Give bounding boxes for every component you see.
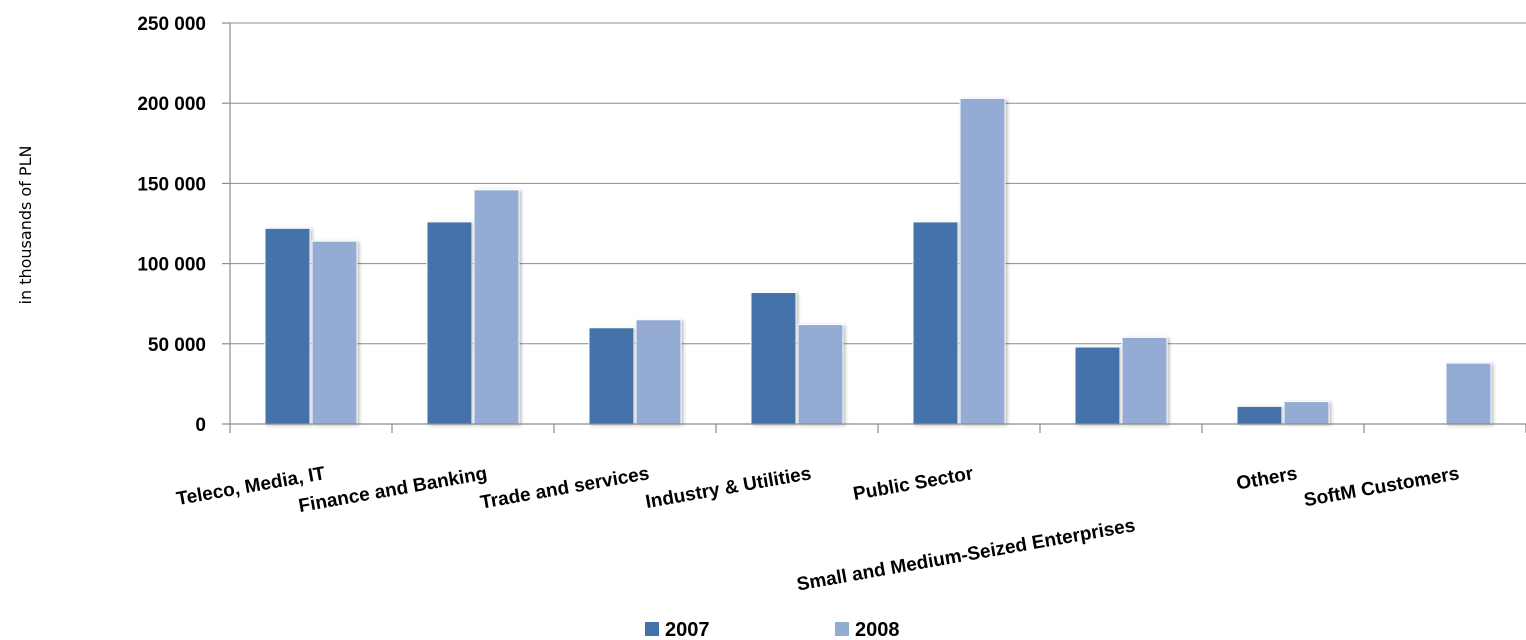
bar-2007-5 — [1074, 346, 1121, 425]
x-category-label: Others — [1235, 463, 1299, 494]
legend-label-2008: 2008 — [855, 619, 900, 640]
bar-2008-2 — [635, 319, 682, 425]
legend-swatch-2008 — [835, 622, 849, 636]
legend: 2007 2008 — [645, 619, 900, 640]
axes — [229, 23, 1526, 433]
y-tick-label: 250 000 — [137, 14, 206, 35]
gridlines — [222, 22, 1526, 425]
bar-2008-7 — [1445, 362, 1492, 425]
bar-2007-6 — [1236, 405, 1283, 425]
bar-2008-4 — [959, 97, 1006, 425]
bar-2008-0 — [311, 240, 358, 425]
x-category-label: SoftM Customers — [1302, 463, 1461, 511]
bar-2008-3 — [797, 324, 844, 425]
bar-2007-0 — [264, 227, 311, 425]
y-axis-title: in thousands of PLN — [16, 146, 35, 305]
y-tick-label: 200 000 — [137, 94, 206, 115]
legend-label-2007: 2007 — [665, 619, 710, 640]
x-category-label: Public Sector — [852, 463, 976, 505]
bar-2008-1 — [473, 189, 520, 425]
x-category-label: Finance and Banking — [297, 463, 489, 517]
bars — [264, 97, 1492, 425]
y-tick-labels: 0 50 000 100 000 150 000 200 000 250 000 — [137, 14, 206, 436]
bar-2007-3 — [750, 291, 797, 425]
bar-2007-4 — [912, 221, 959, 425]
bar-2008-6 — [1283, 401, 1330, 425]
x-category-label: Trade and services — [479, 463, 651, 513]
x-category-label: Small and Medium-Seized Enterprises — [795, 515, 1137, 595]
bar-2007-2 — [588, 327, 635, 425]
bar-2008-5 — [1121, 336, 1168, 425]
bar-2007-1 — [426, 221, 473, 425]
y-tick-label: 50 000 — [148, 335, 206, 356]
y-tick-label: 150 000 — [137, 174, 206, 195]
y-tick-label: 100 000 — [137, 255, 206, 276]
legend-swatch-2007 — [645, 622, 659, 636]
y-tick-label: 0 — [195, 415, 206, 436]
x-category-label: Industry & Utilities — [644, 463, 813, 513]
